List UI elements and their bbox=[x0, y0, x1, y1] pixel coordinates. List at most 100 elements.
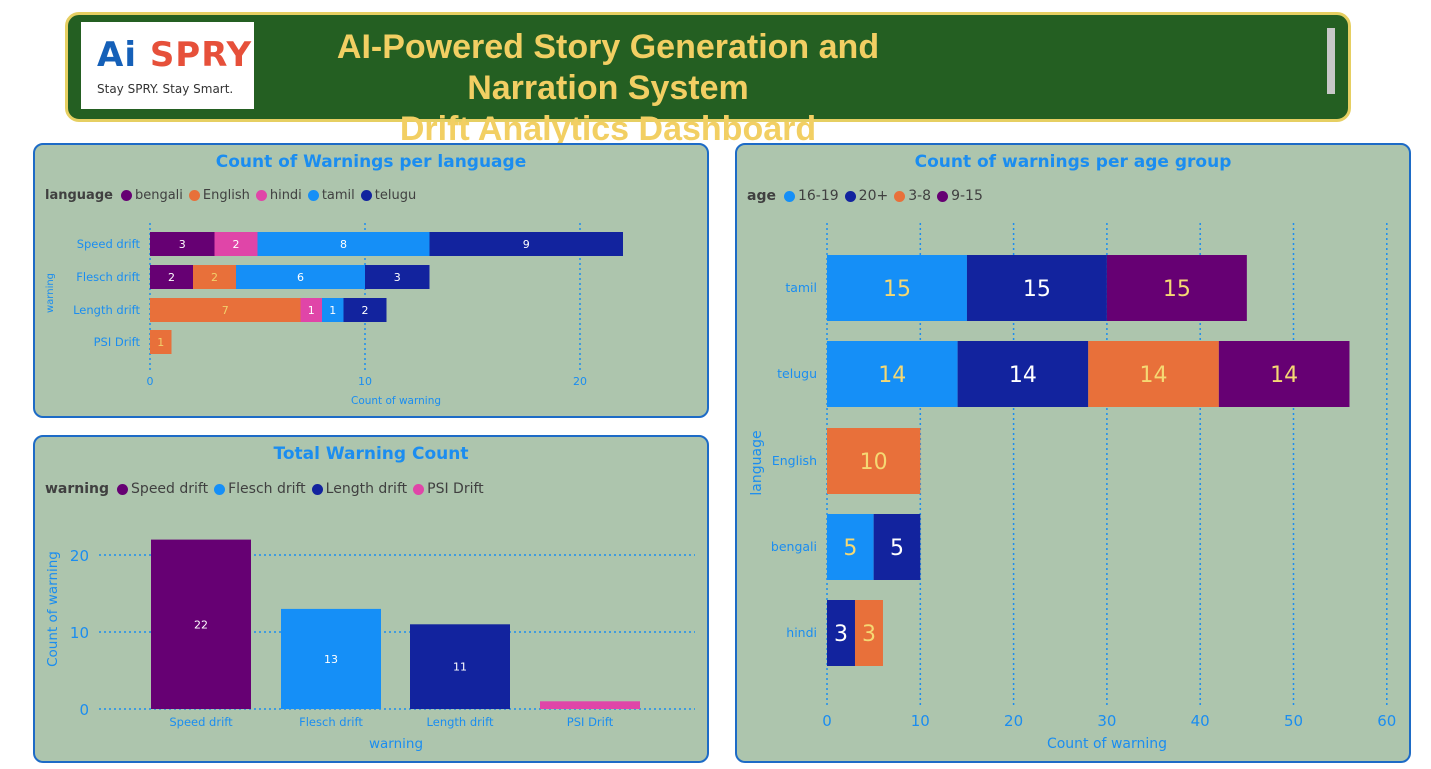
logo-word-spry: SPRY bbox=[149, 35, 253, 75]
bar-hindi-20[interactable] bbox=[827, 600, 855, 666]
tick-y-speed-drift: Speed drift bbox=[77, 237, 141, 251]
data-label: 1 bbox=[329, 304, 336, 317]
legend-language: language bengali English hindi tamil telugu bbox=[45, 188, 422, 203]
legend-label: bengali bbox=[134, 188, 183, 203]
bar-hindi-3-8[interactable] bbox=[854, 600, 883, 666]
bar-tamil-20[interactable] bbox=[966, 255, 1107, 321]
legend-swatch bbox=[255, 190, 267, 201]
bar-length-drift-english[interactable] bbox=[150, 298, 301, 322]
data-label: 15 bbox=[1163, 277, 1191, 302]
data-label: 9 bbox=[523, 238, 530, 251]
data-label: 8 bbox=[340, 238, 347, 251]
panel-warnings-per-age-group: Count of warnings per age group age 16-19… bbox=[735, 143, 1411, 763]
legend-title: warning bbox=[45, 481, 110, 497]
legend-item-tamil[interactable]: tamil bbox=[307, 188, 355, 203]
chart-warnings-per-language: 0 10 20 Speed drift 3 2 8 9 Flesch drift 2 2 6 3 Leng… bbox=[45, 223, 624, 407]
tick-x-speed-drift: Speed drift bbox=[169, 715, 233, 729]
bar-psi-drift-english[interactable] bbox=[150, 330, 172, 354]
bar-speed-drift[interactable] bbox=[151, 539, 251, 709]
bar-tamil-9-15[interactable] bbox=[1106, 255, 1247, 321]
legend-swatch bbox=[360, 190, 372, 201]
legend-label: 20+ bbox=[858, 188, 889, 204]
bar-english-3-8[interactable] bbox=[827, 428, 921, 494]
bar-psi-drift[interactable] bbox=[540, 701, 640, 709]
data-label: 14 bbox=[1270, 363, 1298, 388]
logo-tagline: Stay SPRY. Stay Smart. bbox=[97, 82, 234, 96]
legend-age: age 16-19 20+ 3-8 9-15 bbox=[747, 188, 989, 204]
bar-length-drift-hindi[interactable] bbox=[300, 298, 323, 322]
bar-length-drift-telugu[interactable] bbox=[343, 298, 387, 322]
bar-telugu-16-19[interactable] bbox=[827, 341, 958, 407]
legend-item-flesch-drift[interactable]: Flesch drift bbox=[214, 481, 306, 497]
legend-item-16-19[interactable]: 16-19 bbox=[783, 188, 839, 204]
bar-speed-drift-bengali[interactable] bbox=[150, 232, 215, 256]
bar-flesch-drift-tamil[interactable] bbox=[236, 265, 365, 289]
bar-bengali-16-19[interactable] bbox=[827, 514, 874, 580]
y-axis-title: warning bbox=[45, 273, 56, 313]
y-axis-title: language bbox=[749, 430, 765, 495]
legend-item-hindi[interactable]: hindi bbox=[255, 188, 302, 203]
bar-telugu-9-15[interactable] bbox=[1218, 341, 1350, 407]
legend-swatch bbox=[307, 190, 319, 201]
scrollbar-thumb[interactable] bbox=[1327, 28, 1335, 94]
legend-label: 9-15 bbox=[951, 188, 983, 204]
legend-swatch bbox=[413, 483, 425, 495]
legend-swatch bbox=[214, 483, 226, 495]
bar-tamil-16-19[interactable] bbox=[827, 255, 967, 321]
bar-flesch-drift-telugu[interactable] bbox=[365, 265, 430, 289]
header-banner: Ai SPRY Stay SPRY. Stay Smart. AI-Powere… bbox=[65, 12, 1351, 148]
legend-item-english[interactable]: English bbox=[188, 188, 250, 203]
chart-title-age: Count of warnings per age group bbox=[914, 152, 1232, 172]
title-line-2: Drift Analytics Dashboard bbox=[399, 110, 817, 148]
bar-speed-drift-hindi[interactable] bbox=[214, 232, 258, 256]
legend-label: Flesch drift bbox=[228, 481, 306, 497]
legend-item-3-8[interactable]: 3-8 bbox=[894, 188, 931, 204]
legend-item-telugu[interactable]: telugu bbox=[360, 188, 416, 203]
tick-x-0: 0 bbox=[822, 712, 832, 730]
legend-swatch bbox=[894, 190, 906, 202]
tick-y-psi-drift: PSI Drift bbox=[94, 335, 141, 349]
legend-item-length-drift[interactable]: Length drift bbox=[311, 481, 407, 497]
bar-speed-drift-telugu[interactable] bbox=[429, 232, 624, 256]
bar-length-drift-tamil[interactable] bbox=[322, 298, 344, 322]
legend-title: language bbox=[45, 188, 113, 203]
logo-word-ai: Ai bbox=[97, 35, 137, 75]
data-label: 14 bbox=[878, 363, 906, 388]
x-axis-title: warning bbox=[369, 736, 423, 752]
bar-flesch-drift[interactable] bbox=[281, 608, 381, 709]
bar-flesch-drift-english[interactable] bbox=[193, 265, 236, 289]
bar-flesch-drift-bengali[interactable] bbox=[150, 265, 193, 289]
data-label: 1 bbox=[308, 304, 315, 317]
tick-y-0: 0 bbox=[79, 701, 89, 719]
tick-x-20: 20 bbox=[573, 375, 587, 388]
legend-swatch bbox=[120, 190, 132, 201]
legend-item-20[interactable]: 20+ bbox=[844, 188, 889, 204]
legend-item-bengali[interactable]: bengali bbox=[120, 188, 183, 203]
tick-x-length-drift: Length drift bbox=[427, 715, 494, 729]
legend-label: hindi bbox=[269, 188, 302, 203]
chart-warnings-per-age-group: 0 10 20 30 40 50 60 tamil 15 15 15 telugu 14 14 14 14 En… bbox=[749, 223, 1396, 752]
bar-bengali-20[interactable] bbox=[873, 514, 921, 580]
chart-total-warning-count: 0 10 20 22 Speed drift 13 Flesch drift 11 Length… bbox=[45, 539, 695, 752]
panel-total-warning-count: Total Warning Count warning Speed drift Fl… bbox=[33, 435, 709, 763]
tick-y-tamil: tamil bbox=[785, 280, 817, 295]
tick-x-flesch-drift: Flesch drift bbox=[299, 715, 363, 729]
bar-telugu-20[interactable] bbox=[957, 341, 1089, 407]
legend-swatch bbox=[117, 483, 129, 495]
bar-telugu-3-8[interactable] bbox=[1088, 341, 1219, 407]
bar-length-drift[interactable] bbox=[410, 624, 510, 709]
legend-item-9-15[interactable]: 9-15 bbox=[937, 188, 983, 204]
legend-warning: warning Speed drift Flesch drift Length dri… bbox=[45, 481, 490, 497]
tick-x-20: 20 bbox=[1004, 712, 1023, 730]
legend-label: 16-19 bbox=[797, 188, 839, 204]
bar-speed-drift-tamil[interactable] bbox=[257, 232, 430, 256]
data-label: 15 bbox=[883, 277, 911, 302]
tick-y-english: English bbox=[772, 453, 817, 468]
legend-item-psi-drift[interactable]: PSI Drift bbox=[413, 481, 484, 497]
data-label: 2 bbox=[168, 271, 175, 284]
tick-y-flesch-drift: Flesch drift bbox=[76, 270, 140, 284]
legend-item-speed-drift[interactable]: Speed drift bbox=[117, 481, 208, 497]
legend-swatch bbox=[783, 190, 795, 202]
tick-y-10: 10 bbox=[70, 624, 89, 642]
dashboard-title: AI-Powered Story Generation and Narratio… bbox=[268, 27, 948, 150]
